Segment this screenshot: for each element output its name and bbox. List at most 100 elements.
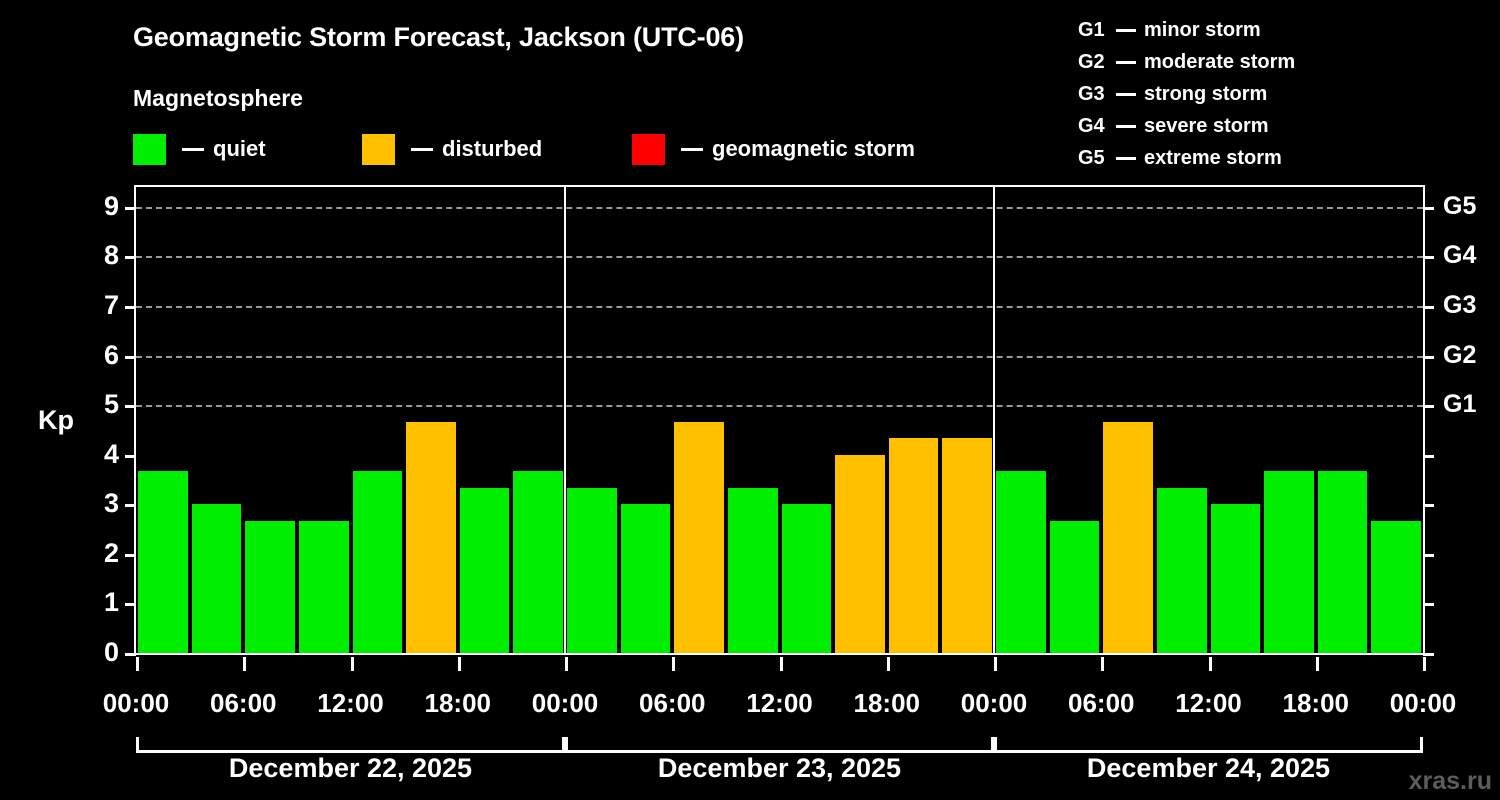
g-legend-code: G4 <box>1078 114 1105 137</box>
y-tick-label-2: 2 <box>103 537 119 568</box>
bar-day1-7[interactable] <box>459 487 510 653</box>
x-tick-3 <box>457 657 461 671</box>
x-tick-7 <box>886 657 890 671</box>
g-legend-label: moderate storm <box>1144 50 1296 73</box>
y-tick-label-3: 3 <box>103 488 119 519</box>
g-legend-label: strong storm <box>1144 82 1268 105</box>
bar-day3-6[interactable] <box>1264 471 1314 653</box>
y-axis-title: Kp <box>38 405 74 435</box>
gridline-kp-8 <box>136 256 1423 259</box>
y-tick-4 <box>125 454 136 458</box>
day-label-2: December 23, 2025 <box>657 753 902 783</box>
g-axis-label-g5: G5 <box>1443 191 1477 220</box>
gridline-kp-5 <box>136 405 1423 408</box>
y-tick-9 <box>125 206 136 210</box>
x-tick-label-4: 00:00 <box>531 688 599 718</box>
x-tick-2 <box>350 657 354 671</box>
watermark: xras.ru <box>1408 767 1492 795</box>
chart-subtitle: Magnetosphere <box>133 85 303 111</box>
bar-day2-3[interactable] <box>674 421 724 653</box>
day-label-3: December 24, 2025 <box>1086 753 1331 783</box>
bar-day1-1[interactable] <box>138 471 188 653</box>
bar-day3-5[interactable] <box>1210 504 1261 653</box>
y-tick-label-7: 7 <box>103 289 119 320</box>
g-legend-dash-icon <box>1116 92 1136 96</box>
y-tick-right-1 <box>1423 603 1434 607</box>
g-legend-dash-icon <box>1116 124 1136 128</box>
day-bracket-1 <box>136 737 565 753</box>
bar-day3-7[interactable] <box>1317 471 1368 653</box>
day-bracket-2 <box>565 737 994 753</box>
x-tick-label-10: 12:00 <box>1175 688 1242 718</box>
bar-day1-8[interactable] <box>513 471 563 653</box>
x-tick-1 <box>243 657 247 671</box>
day-label-1: December 22, 2025 <box>228 753 473 783</box>
y-tick-1 <box>125 603 136 607</box>
bar-day3-4[interactable] <box>1156 487 1207 653</box>
bar-day3-1[interactable] <box>996 471 1046 653</box>
y-tick-label-4: 4 <box>103 438 119 469</box>
bar-day2-2[interactable] <box>620 504 671 653</box>
y-tick-label-6: 6 <box>103 339 119 370</box>
bar-day2-7[interactable] <box>888 438 939 653</box>
disturbed-legend-label: disturbed <box>442 136 543 161</box>
x-tick-label-6: 12:00 <box>746 688 813 718</box>
bar-day2-5[interactable] <box>781 504 832 653</box>
y-tick-right-3 <box>1423 504 1434 508</box>
y-tick-0 <box>125 653 136 656</box>
x-tick-label-9: 06:00 <box>1068 688 1135 718</box>
bar-day3-3[interactable] <box>1103 421 1153 653</box>
bar-day1-3[interactable] <box>245 520 295 653</box>
legend-dash-icon <box>681 147 703 151</box>
bar-day2-4[interactable] <box>727 487 778 653</box>
gridline-kp-7 <box>136 305 1423 308</box>
storm-legend-swatch-icon <box>632 133 665 165</box>
g-legend-row-g5: G5 extreme storm <box>1078 142 1295 174</box>
y-tick-label-8: 8 <box>103 240 119 271</box>
y-tick-right-9 <box>1423 206 1434 210</box>
day-bracket-3 <box>994 737 1423 753</box>
bar-day2-1[interactable] <box>567 487 617 653</box>
disturbed-legend: disturbed <box>362 133 542 165</box>
y-tick-label-5: 5 <box>103 389 119 420</box>
quiet-legend: quiet <box>133 133 266 165</box>
g-axis-label-g2: G2 <box>1443 340 1477 369</box>
bar-day1-2[interactable] <box>191 504 242 653</box>
bar-day1-6[interactable] <box>406 421 456 653</box>
y-tick-right-0 <box>1423 653 1434 656</box>
x-tick-label-3: 18:00 <box>424 688 492 718</box>
bar-day1-5[interactable] <box>352 471 403 653</box>
gridline-kp-6 <box>136 355 1423 358</box>
g-legend-label: minor storm <box>1144 18 1261 41</box>
x-tick-11 <box>1315 657 1319 671</box>
y-tick-8 <box>125 256 136 260</box>
y-tick-label-9: 9 <box>103 190 119 221</box>
bar-day3-2[interactable] <box>1049 520 1100 653</box>
x-tick-label-1: 06:00 <box>210 688 277 718</box>
x-tick-0 <box>136 657 139 671</box>
storm-legend-label: geomagnetic storm <box>712 136 915 161</box>
bar-day2-8[interactable] <box>942 438 992 653</box>
g-legend-code: G3 <box>1078 82 1105 105</box>
x-tick-label-7: 18:00 <box>853 688 921 718</box>
x-tick-5 <box>672 657 676 671</box>
g-legend-code: G5 <box>1078 146 1105 169</box>
x-tick-9 <box>1101 657 1105 671</box>
g-scale-legend: G1 minor storm G2 moderate storm G3 strong st… <box>1078 14 1295 174</box>
g-legend-row-g1: G1 minor storm <box>1078 14 1295 46</box>
y-tick-right-8 <box>1423 256 1434 260</box>
quiet-legend-label: quiet <box>213 136 266 161</box>
g-axis-label-g3: G3 <box>1443 290 1477 319</box>
y-tick-2 <box>125 553 136 557</box>
y-tick-right-2 <box>1423 553 1434 557</box>
bar-day2-6[interactable] <box>835 454 885 653</box>
x-tick-label-5: 06:00 <box>639 688 706 718</box>
y-tick-right-5 <box>1423 405 1434 409</box>
g-legend-row-g4: G4 severe storm <box>1078 110 1295 142</box>
bar-day1-4[interactable] <box>298 520 349 653</box>
y-tick-label-1: 1 <box>103 587 119 618</box>
y-tick-3 <box>125 504 136 508</box>
bar-day3-8[interactable] <box>1371 520 1421 653</box>
plot-area: 0 1 2 3 4 5 6 7 8 9 G1 G2 G3 G4 G5 <box>104 185 1476 666</box>
